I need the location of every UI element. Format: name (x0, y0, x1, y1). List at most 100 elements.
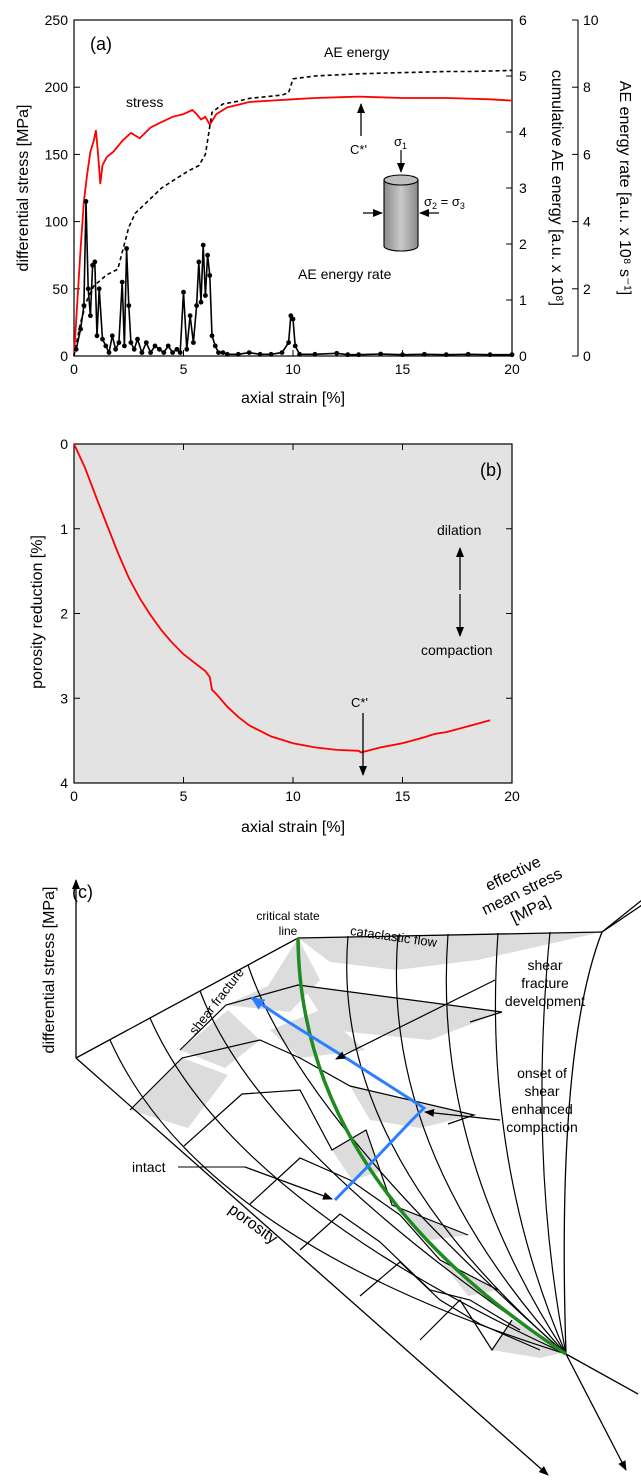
mesh-curve-2 (395, 934, 567, 1355)
ae-rate-point (198, 299, 204, 305)
onset-label-line3: enhanced (511, 1101, 573, 1117)
sample-inset: σ1 σ2 = σ3 (363, 134, 465, 252)
panel-b-xlabel: axial strain [%] (241, 819, 345, 836)
a-ytick-mid-label: 1 (519, 292, 527, 308)
ae-rate-point (103, 343, 109, 349)
panel-c-label: (c) (72, 882, 93, 902)
ae-rate-point (268, 351, 274, 357)
ae-rate-point (400, 352, 405, 358)
ae-rate-point (100, 336, 105, 342)
ae-rate-point (119, 279, 125, 285)
panel-b-ylabel: porosity reduction [%] (29, 535, 46, 689)
onset-label-line1: onset of (517, 1065, 567, 1081)
a-ytick-mid-label: 6 (519, 12, 527, 28)
ae-rate-point (92, 259, 98, 265)
mesh-curve-5 (541, 931, 567, 1355)
csl-label-line1: critical state (256, 909, 320, 923)
shade-top (298, 932, 602, 970)
ae-rate-point (220, 350, 226, 355)
panel-a-xlabel: axial strain [%] (241, 390, 345, 407)
c-ylabel: differential stress [MPa] (41, 887, 58, 1054)
a-ytick-mid-label: 3 (519, 180, 527, 196)
ae-rate-point (96, 286, 102, 292)
panel-b-plot-area (73, 443, 513, 784)
ae-rate-point (170, 350, 176, 355)
a-ytick-left-label: 150 (45, 146, 69, 162)
ae-rate-point (128, 340, 134, 345)
panel-a-ylabel-left: differential stress [MPa] (15, 105, 32, 272)
c-porosity-axis-tail (565, 1353, 639, 1395)
section-2 (129, 1039, 477, 1125)
ae-rate-point (345, 352, 351, 358)
ae-rate-point (94, 333, 100, 339)
ae-rate-point (334, 350, 340, 356)
a-ytick-right-label: 4 (583, 214, 591, 230)
b-xtick-label: 15 (395, 788, 411, 804)
ae-rate-point (191, 340, 196, 345)
ae-rate-point (509, 352, 515, 358)
ae-rate-point (157, 346, 162, 352)
ae-rate-point (113, 346, 118, 352)
ae-rate-point (161, 350, 167, 355)
ae-rate-point (152, 343, 158, 349)
ae-rate-point (196, 259, 202, 265)
mesh-curve-9 (109, 1039, 567, 1355)
c-star-label-b: C*' (351, 695, 368, 710)
shade-middle-left (270, 1010, 365, 1058)
b-xtick-label: 20 (504, 788, 520, 804)
sigma23-label: σ2 = σ3 (424, 194, 465, 211)
sample-cylinder-top (383, 174, 419, 186)
c-star-label-a: C*' (350, 142, 367, 157)
ae-rate-point (177, 350, 183, 355)
ae-rate-point (465, 351, 471, 357)
ae-rate-point (290, 316, 296, 322)
ae-rate-point (184, 346, 190, 352)
b-ytick-label: 3 (60, 690, 68, 706)
ae-rate-point (109, 333, 115, 339)
shade-lower-left (130, 1058, 228, 1128)
ae-rate-point (126, 303, 132, 308)
ae-rate-point (235, 351, 241, 357)
b-ytick-label: 1 (60, 521, 68, 537)
a-ytick-right-label: 8 (583, 79, 591, 95)
section-3 (183, 1089, 469, 1236)
onset-label-line2: shear (524, 1083, 559, 1099)
a-ytick-right-label: 10 (583, 12, 599, 28)
ae-rate-point (246, 350, 252, 355)
ae-rate-point (487, 352, 493, 358)
ae-energy-series-label: AE energy (324, 44, 389, 60)
shade-bottom-2 (440, 1260, 498, 1296)
mesh-curve-7 (199, 990, 567, 1355)
shade-bottom (392, 1205, 468, 1240)
stress-series-label: stress (126, 94, 163, 110)
a-ytick-right-label: 2 (583, 281, 591, 297)
b-xtick-label: 0 (70, 788, 78, 804)
porosity-reduction-line (73, 443, 491, 754)
ae-rate-point (205, 252, 211, 258)
b-xtick-label: 5 (180, 788, 188, 804)
mesh-curve-1 (346, 935, 567, 1355)
a-ytick-left-label: 250 (45, 12, 69, 28)
section-6 (359, 1261, 541, 1351)
ae-rate-point (78, 326, 83, 332)
ae-rate-point (212, 343, 218, 349)
onset-arrow (424, 1108, 501, 1121)
compaction-label: compaction (421, 642, 493, 658)
ae-energy-rate-line (75, 201, 512, 356)
csl-label-line2: line (279, 924, 298, 938)
b-xtick-label: 10 (285, 788, 301, 804)
ae-rate-point (443, 352, 449, 358)
ae-rate-point (124, 246, 129, 251)
ae-rate-point (148, 350, 154, 355)
a-xtick-label: 15 (395, 361, 411, 377)
c-porosity-axis (75, 1057, 549, 1476)
ae-rate-point (85, 286, 91, 292)
ae-rate-point (90, 262, 95, 268)
cross-sections (129, 984, 541, 1352)
ae-rate-point (135, 336, 140, 342)
a-ytick-mid-label: 0 (519, 348, 527, 364)
section-1 (179, 984, 503, 1051)
critical-state-line (296, 937, 567, 1356)
